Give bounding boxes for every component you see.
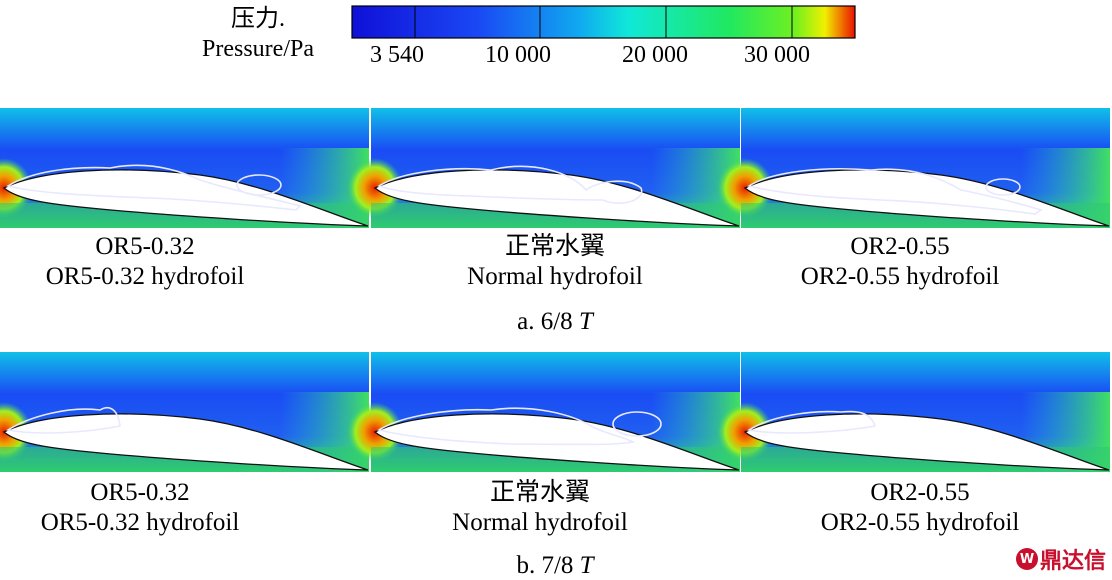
caption-a-middle: 正常水翼 Normal hydrofoil (430, 232, 680, 292)
legend-title-en: Pressure/Pa (202, 36, 314, 62)
hydrofoil-shape (2, 169, 369, 227)
hydrofoil-shape (373, 413, 740, 471)
cavity-outline (5, 164, 302, 211)
caption-cn: 正常水翼 (504, 233, 605, 260)
caption-b-left: OR5-0.32 OR5-0.32 hydrofoil (10, 478, 270, 538)
contour-panel (347, 352, 740, 472)
caption-a-left: OR5-0.32 OR5-0.32 hydrofoil (20, 232, 270, 292)
row-label-text: b. 7/8 (516, 552, 574, 579)
watermark-logo: W 鼎达信 (1015, 543, 1106, 575)
pressure-colorbar (351, 5, 856, 39)
row-label-t: T (578, 308, 593, 335)
caption-b-middle: 正常水翼 Normal hydrofoil (410, 478, 670, 538)
cavity-outline (746, 168, 1043, 215)
contour-panel (0, 108, 369, 228)
row-a-label: a. 6/8 T (470, 308, 640, 336)
colorbar-gradient (351, 5, 856, 39)
contour-panel (347, 108, 740, 228)
legend-tick-3: 30 000 (744, 42, 810, 68)
contour-panel (717, 108, 1110, 228)
row-label-text: a. 6/8 (517, 308, 573, 335)
cavity-outline (746, 410, 877, 434)
caption-cn: OR5-0.32 (90, 479, 190, 506)
legend-title: 压力. Pressure/Pa (178, 4, 338, 64)
caption-en: OR5-0.32 hydrofoil (40, 509, 240, 536)
caption-en: Normal hydrofoil (467, 263, 643, 290)
contour-row-svg (0, 108, 1110, 228)
caption-cn: OR2-0.55 (850, 233, 950, 260)
caption-en: OR2-0.55 hydrofoil (820, 509, 1020, 536)
caption-cn: OR2-0.55 (870, 479, 970, 506)
legend-title-cn: 压力. (231, 6, 285, 32)
cavity-outline (377, 165, 643, 204)
contour-panel (0, 352, 369, 472)
row-label-t: T (579, 552, 594, 579)
row-b-label: b. 7/8 T (470, 552, 640, 580)
watermark-mark-icon: W (1015, 548, 1038, 570)
caption-en: Normal hydrofoil (452, 509, 628, 536)
caption-cn: 正常水翼 (489, 479, 590, 506)
caption-en: OR2-0.55 hydrofoil (800, 263, 1000, 290)
contour-row-svg (0, 352, 1110, 472)
caption-en: OR5-0.32 hydrofoil (45, 263, 245, 290)
cavity-outline (5, 406, 121, 434)
hydrofoil-shape (743, 413, 1110, 471)
legend-tick-2: 20 000 (622, 42, 688, 68)
caption-b-right: OR2-0.55 OR2-0.55 hydrofoil (785, 478, 1055, 538)
caption-cn: OR5-0.32 (95, 233, 195, 260)
contour-panel (717, 352, 1110, 472)
legend-tick-0: 3 540 (370, 42, 424, 68)
legend-tick-1: 10 000 (485, 42, 551, 68)
watermark-text: 鼎达信 (1039, 549, 1106, 574)
caption-a-right: OR2-0.55 OR2-0.55 hydrofoil (770, 232, 1030, 292)
